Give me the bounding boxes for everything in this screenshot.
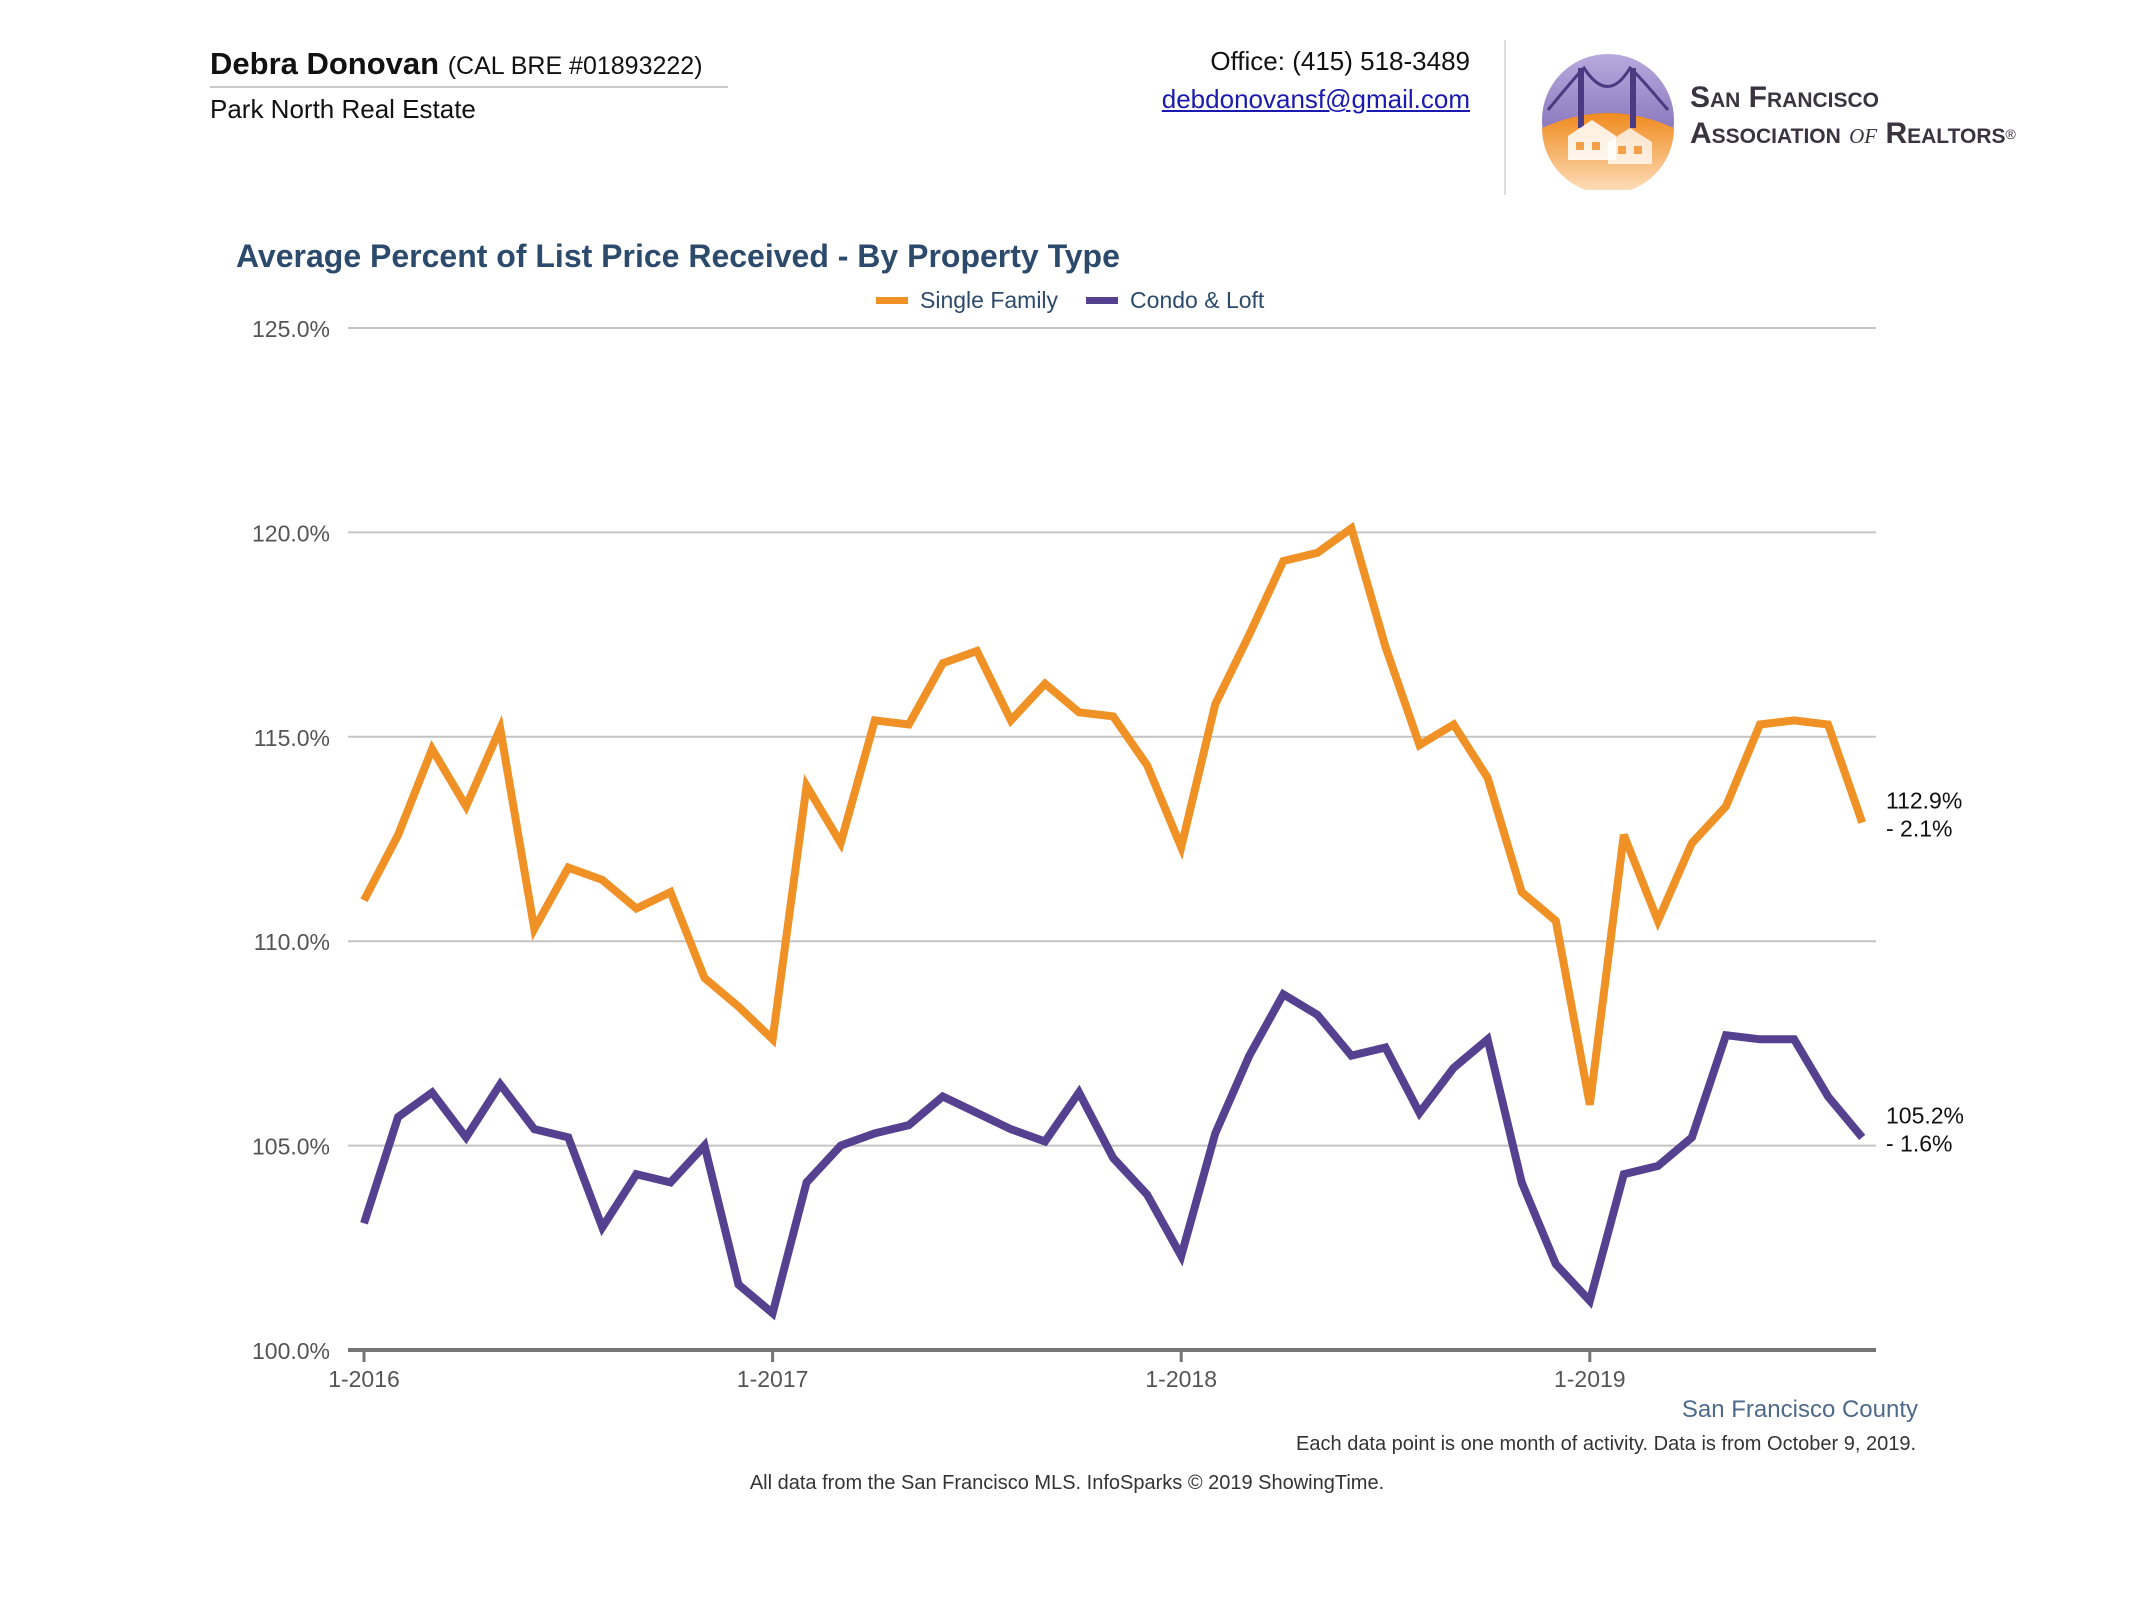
end-value-label: 105.2%: [1886, 1102, 1964, 1128]
y-tick-label: 100.0%: [252, 1338, 330, 1364]
legend-item-condo-loft: Condo & Loft: [1086, 287, 1264, 314]
x-tick-label: 1-2016: [328, 1366, 400, 1392]
agent-license: (CAL BRE #01893222): [447, 52, 703, 80]
header-divider: [1504, 40, 1506, 195]
end-value-label: 112.9%: [1886, 788, 1962, 814]
office-phone: Office: (415) 518-3489: [1210, 46, 1470, 76]
agent-divider: [210, 86, 728, 88]
sfar-logo-realtors: Realtors: [1877, 117, 2006, 150]
chart-title: Average Percent of List Price Received -…: [236, 238, 1120, 274]
chart-legend: Single Family Condo & Loft: [876, 284, 1292, 316]
y-tick-label: 115.0%: [254, 725, 330, 751]
end-change-label: - 1.6%: [1886, 1130, 1952, 1156]
legend-label-single-family: Single Family: [920, 286, 1059, 313]
agent-company: Park North Real Estate: [210, 94, 476, 124]
series-line-single-family: [360, 521, 1866, 1106]
agent-name: Debra Donovan (CAL BRE #01893222): [210, 46, 703, 82]
y-tick-label: 110.0%: [254, 929, 330, 955]
x-tick-label: 1-2019: [1554, 1366, 1626, 1392]
footer-note: Each data point is one month of activity…: [1296, 1433, 1916, 1455]
legend-label-condo-loft: Condo & Loft: [1130, 286, 1265, 313]
y-tick-label: 120.0%: [252, 520, 330, 546]
sfar-logo-of: of: [1849, 117, 1878, 150]
y-tick-label: 125.0%: [252, 316, 330, 342]
y-tick-label: 105.0%: [252, 1134, 330, 1160]
footer-source: All data from the San Francisco MLS. Inf…: [749, 1472, 1385, 1494]
email-link[interactable]: debdonovansf@gmail.com: [1161, 84, 1470, 114]
legend-item-single-family: Single Family: [876, 287, 1058, 314]
x-tick-label: 1-2018: [1145, 1366, 1217, 1392]
sfar-logo-registered: ®: [2005, 126, 2016, 142]
agent-name-text: Debra Donovan: [210, 46, 440, 81]
sfar-logo-association: Association: [1690, 117, 1850, 150]
legend-swatch-condo-loft: [1086, 296, 1119, 304]
series-line-condo-loft: [360, 988, 1866, 1321]
sfar-logo-icon: [1542, 54, 1674, 190]
sfar-logo-text: San Francisco Association of Realtors®: [1690, 80, 2016, 152]
footer-county: San Francisco County: [1681, 1396, 1918, 1423]
x-tick-label: 1-2017: [737, 1366, 809, 1392]
sfar-logo-line2: Association of Realtors®: [1690, 116, 2016, 152]
legend-swatch-single-family: [876, 296, 908, 304]
end-change-label: - 2.1%: [1886, 816, 1952, 842]
sfar-logo-line1: San Francisco: [1690, 81, 1880, 114]
